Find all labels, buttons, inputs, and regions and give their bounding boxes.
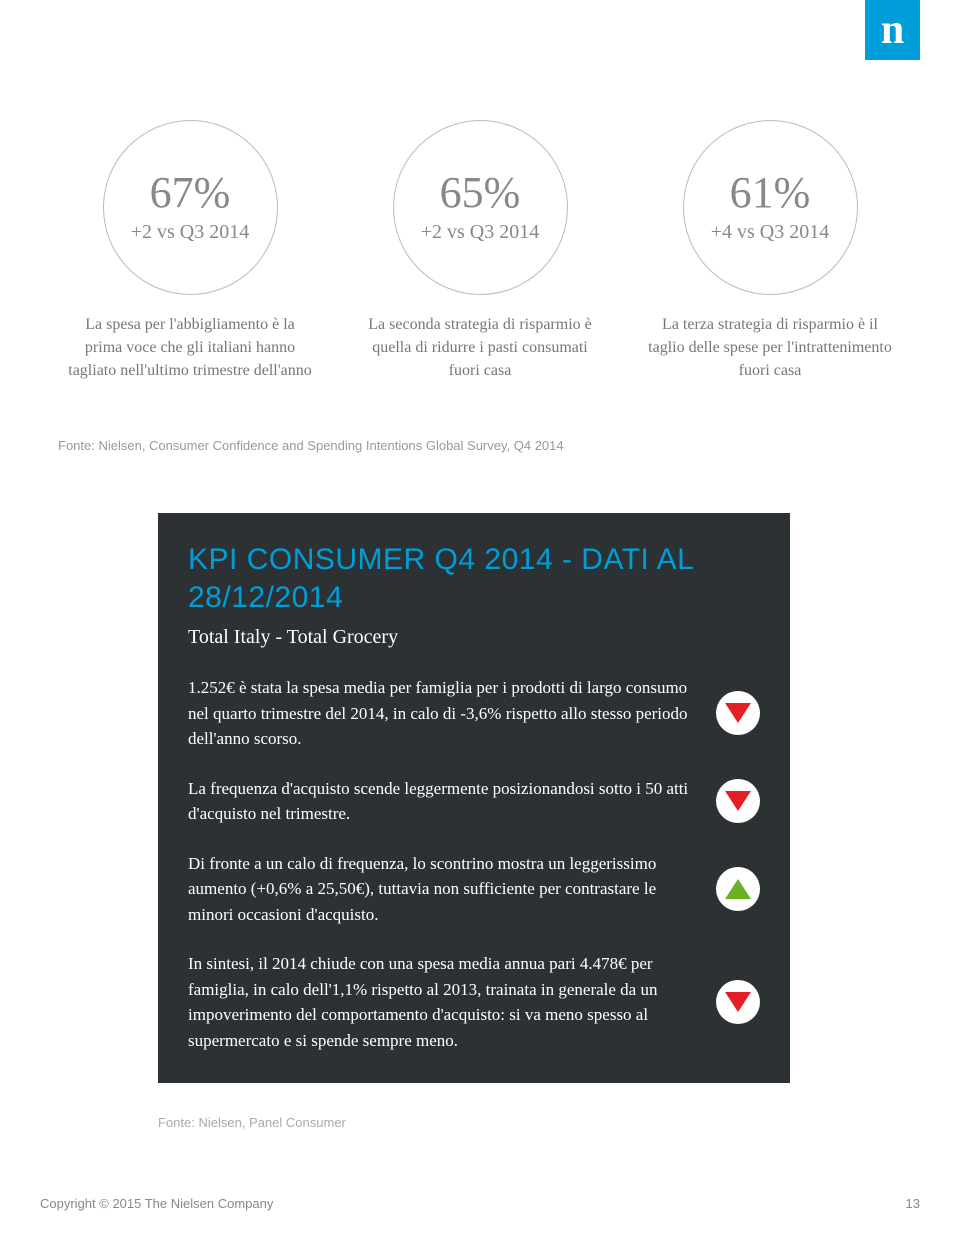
trend-down-icon [716, 779, 760, 823]
kpi-text: In sintesi, il 2014 chiude con una spesa… [188, 951, 692, 1053]
stat-percent: 61% [730, 171, 811, 215]
brand-logo: n [865, 0, 920, 60]
stat-circle-1: 67% +2 vs Q3 2014 La spesa per l'abbigli… [65, 120, 315, 383]
kpi-text: 1.252€ è stata la spesa media per famigl… [188, 675, 692, 752]
trend-down-icon [716, 691, 760, 735]
stat-description: La seconda strategia di risparmio è quel… [355, 313, 605, 383]
kpi-title: KPI CONSUMER Q4 2014 - DATI AL 28/12/201… [188, 541, 760, 616]
trend-up-icon [716, 867, 760, 911]
kpi-row: Di fronte a un calo di frequenza, lo sco… [188, 851, 760, 928]
kpi-subtitle: Total Italy - Total Grocery [188, 626, 760, 649]
kpi-row: 1.252€ è stata la spesa media per famigl… [188, 675, 760, 752]
kpi-text: La frequenza d'acquisto scende leggermen… [188, 776, 692, 827]
kpi-panel: KPI CONSUMER Q4 2014 - DATI AL 28/12/201… [158, 513, 790, 1083]
stat-delta: +2 vs Q3 2014 [421, 221, 540, 244]
stat-delta: +2 vs Q3 2014 [131, 221, 250, 244]
circle-shape: 65% +2 vs Q3 2014 [393, 120, 568, 295]
stat-description: La spesa per l'abbigliamento è la prima … [65, 313, 315, 383]
stat-circle-2: 65% +2 vs Q3 2014 La seconda strategia d… [355, 120, 605, 383]
stat-delta: +4 vs Q3 2014 [711, 221, 830, 244]
stat-circle-3: 61% +4 vs Q3 2014 La terza strategia di … [645, 120, 895, 383]
stat-circles-row: 67% +2 vs Q3 2014 La spesa per l'abbigli… [0, 120, 960, 383]
page-number: 13 [906, 1196, 920, 1211]
trend-down-icon [716, 980, 760, 1024]
kpi-text: Di fronte a un calo di frequenza, lo sco… [188, 851, 692, 928]
kpi-row: La frequenza d'acquisto scende leggermen… [188, 776, 760, 827]
copyright-text: Copyright © 2015 The Nielsen Company [40, 1196, 273, 1211]
page-footer: Copyright © 2015 The Nielsen Company 13 [40, 1196, 920, 1211]
circle-shape: 67% +2 vs Q3 2014 [103, 120, 278, 295]
circle-shape: 61% +4 vs Q3 2014 [683, 120, 858, 295]
source-text-bottom: Fonte: Nielsen, Panel Consumer [158, 1115, 346, 1130]
stat-description: La terza strategia di risparmio è il tag… [645, 313, 895, 383]
stat-percent: 67% [150, 171, 231, 215]
source-text-top: Fonte: Nielsen, Consumer Confidence and … [58, 438, 564, 453]
kpi-row: In sintesi, il 2014 chiude con una spesa… [188, 951, 760, 1053]
stat-percent: 65% [440, 171, 521, 215]
